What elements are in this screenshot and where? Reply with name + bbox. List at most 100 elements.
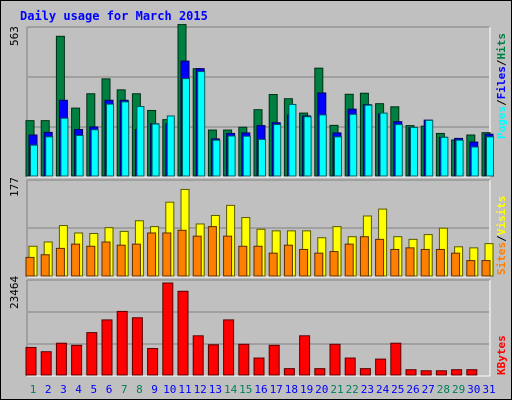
kbytes-bar	[344, 357, 356, 376]
kbytes-bar	[86, 332, 98, 376]
pages-bar	[455, 139, 464, 177]
pages-bar	[318, 114, 327, 177]
sites-bar	[405, 247, 415, 277]
sites-bar	[344, 243, 354, 277]
y-axis-max-label-3: 23464	[8, 276, 21, 309]
legend-label-pages: Pages	[495, 106, 508, 139]
y-axis-max-label-2: 177	[8, 177, 21, 197]
sites-bar	[466, 260, 476, 277]
x-axis-day-label: 13	[209, 383, 222, 396]
pages-bar	[349, 113, 358, 177]
kbytes-bar	[375, 358, 387, 376]
kbytes-bar	[71, 344, 83, 376]
sites-bar	[55, 247, 65, 277]
x-axis-day-label: 27	[422, 383, 435, 396]
sites-bar	[314, 252, 324, 277]
kbytes-bar	[283, 368, 295, 376]
pages-bar	[486, 136, 494, 177]
x-axis-day-label: 15	[239, 383, 252, 396]
kbytes-bar	[420, 370, 432, 376]
pages-bar	[425, 119, 434, 177]
kbytes-bar	[116, 310, 128, 376]
legend-3: KBytes	[495, 335, 508, 375]
x-axis-day-label: 1	[30, 383, 37, 396]
pages-bar	[242, 135, 251, 177]
kbytes-bar	[451, 369, 463, 376]
x-axis-day-label: 6	[106, 383, 113, 396]
kbytes-bar	[253, 357, 265, 376]
pages-bar	[197, 71, 206, 177]
sites-bar	[177, 229, 187, 277]
kbytes-bar	[101, 319, 113, 376]
sites-bar	[192, 235, 202, 277]
legend-label-visits: Visits	[495, 196, 508, 236]
x-axis-day-label: 8	[136, 383, 143, 396]
kbytes-bar	[466, 369, 478, 376]
sites-bar	[283, 244, 293, 277]
legend-label-kbytes: KBytes	[495, 335, 508, 375]
pages-bar	[470, 146, 479, 177]
kbytes-bar	[390, 342, 402, 376]
sites-bar	[329, 251, 339, 277]
legend-separator: /	[495, 59, 508, 66]
sites-bar	[253, 245, 263, 277]
pages-bar	[166, 115, 175, 177]
x-axis-day-label: 19	[300, 383, 313, 396]
sites-bar	[359, 236, 369, 277]
pages-bar	[90, 129, 99, 177]
sites-bar	[420, 248, 430, 277]
sites-bar	[86, 245, 96, 277]
sites-bar	[116, 244, 126, 277]
x-axis-day-label: 24	[376, 383, 390, 396]
sites-bar	[101, 241, 111, 277]
x-axis-day-label: 26	[406, 383, 419, 396]
x-axis-day-label: 12	[194, 383, 207, 396]
kbytes-bar	[329, 343, 341, 376]
sites-bar	[25, 256, 35, 277]
kbytes-bar	[405, 369, 417, 376]
sites-bar	[299, 248, 309, 277]
pages-bar	[394, 124, 403, 177]
x-axis-day-label: 29	[452, 383, 465, 396]
pages-bar	[106, 103, 114, 177]
x-axis-day-label: 11	[178, 383, 191, 396]
pages-bar	[288, 103, 297, 177]
kbytes-bar	[314, 368, 326, 376]
sites-bar	[71, 243, 81, 277]
legend-1: Pages/Files/Hits	[495, 33, 508, 139]
x-axis-day-label: 20	[315, 383, 328, 396]
sites-bar	[147, 232, 157, 277]
sites-bar	[451, 252, 461, 277]
x-axis-day-label: 22	[346, 383, 359, 396]
kbytes-bar	[207, 344, 219, 376]
pages-bar	[273, 124, 282, 177]
legend-label-hits: Hits	[495, 33, 508, 60]
sites-bar	[131, 243, 141, 277]
kbytes-bar	[268, 344, 280, 376]
kbytes-bar	[147, 348, 159, 376]
pages-bar	[227, 135, 236, 177]
sites-bar	[481, 260, 491, 277]
chart-title: Daily usage for March 2015	[20, 9, 208, 23]
x-axis-day-label: 18	[285, 383, 298, 396]
pages-bar	[379, 112, 388, 177]
pages-bar	[30, 144, 38, 177]
pages-bar	[75, 135, 84, 177]
pages-bar	[440, 136, 449, 177]
x-axis-day-label: 5	[90, 383, 97, 396]
pages-bar	[60, 117, 69, 177]
x-axis-day-label: 10	[163, 383, 176, 396]
pages-bar	[258, 138, 266, 177]
x-axis-day-label: 17	[270, 383, 283, 396]
sites-bar	[162, 232, 172, 277]
sites-bar	[40, 254, 50, 277]
sites-bar	[375, 238, 385, 277]
kbytes-bar	[359, 368, 371, 376]
kbytes-bar	[131, 317, 143, 376]
sites-bar	[238, 245, 248, 277]
kbytes-bar	[40, 351, 52, 376]
x-axis-day-label: 7	[121, 383, 128, 396]
pages-bar	[364, 104, 373, 177]
sites-bar	[268, 252, 278, 277]
